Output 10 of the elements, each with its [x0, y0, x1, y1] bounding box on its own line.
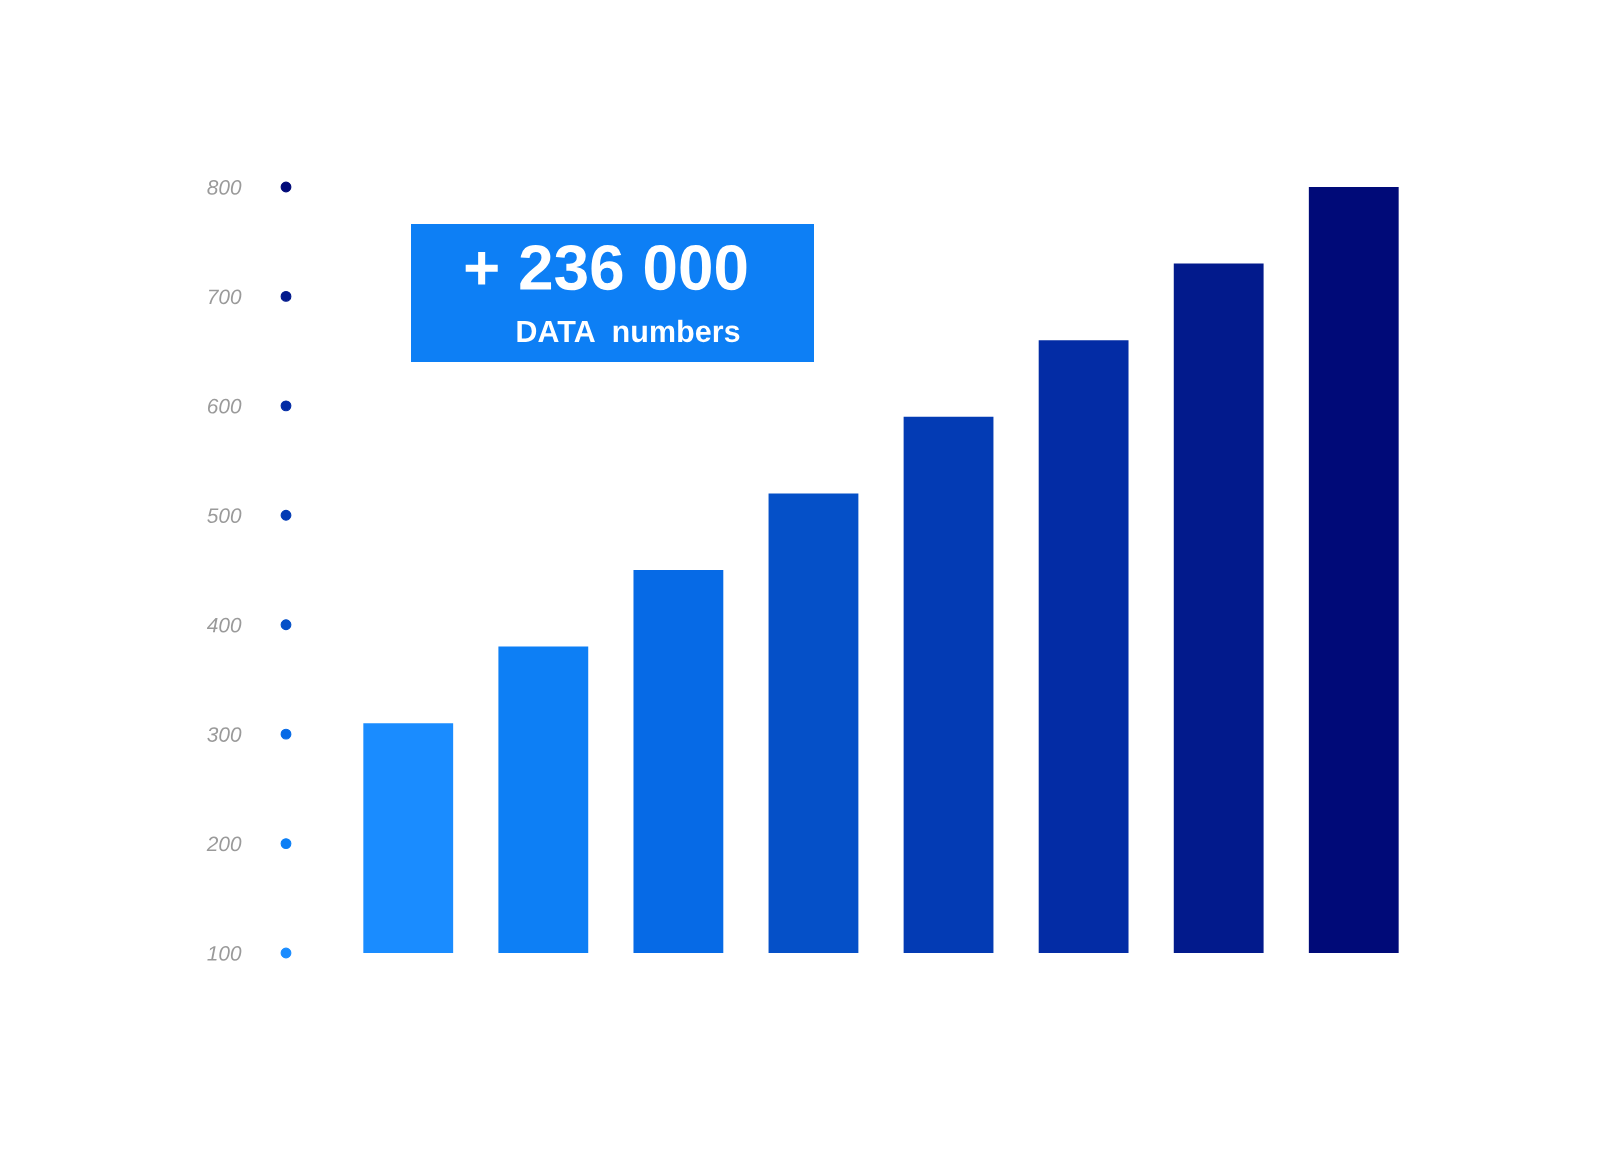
annotation: + 236 000	[465, 244, 747, 291]
y-tick-label: 100	[207, 946, 242, 961]
y-tick-label: 700	[208, 289, 242, 305]
y-tick-label: 500	[207, 508, 242, 524]
y-tick-label: 800	[207, 180, 242, 195]
y-tick-label: 600	[207, 398, 242, 414]
y-tick-label: 300	[207, 727, 242, 742]
annotation: DATA numbers	[517, 319, 740, 343]
y-tick-label: 400	[206, 617, 242, 633]
y-tick-label: 200	[206, 836, 242, 852]
